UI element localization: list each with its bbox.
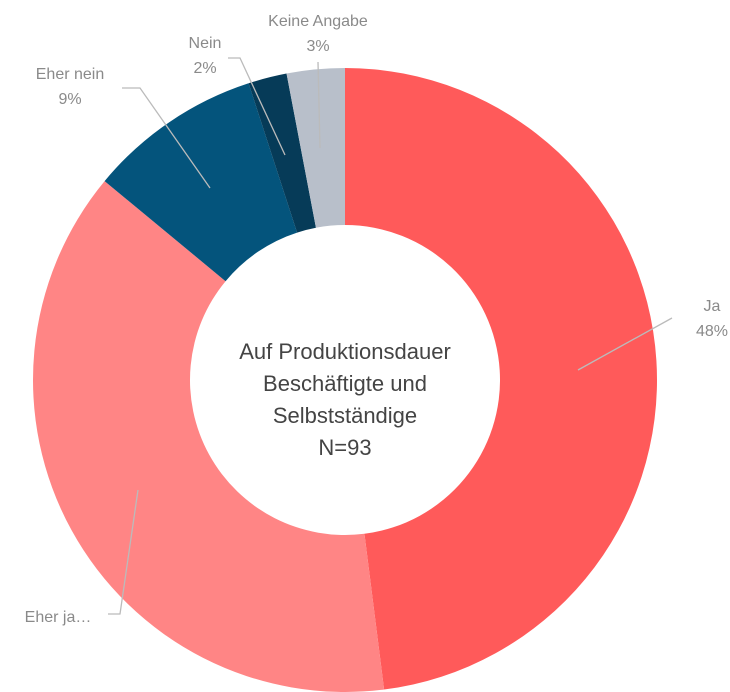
leader-line — [108, 489, 139, 615]
donut-slice — [345, 68, 658, 690]
center-text: Auf Produktionsdauer — [239, 339, 451, 364]
center-text: Beschäftigte und — [263, 371, 427, 396]
center-text: Selbstständige — [273, 403, 417, 428]
center-text: N=93 — [318, 435, 371, 460]
slice-label: Keine Angabe — [268, 13, 368, 30]
leader-line — [122, 87, 211, 189]
value-label: 48% — [696, 323, 728, 340]
value-label: 2% — [193, 60, 216, 77]
leader-line — [317, 61, 321, 149]
donut-slice — [104, 83, 298, 282]
slice-label: Eher nein — [36, 66, 105, 83]
slice-label: Ja — [704, 298, 721, 315]
donut-slice — [286, 68, 345, 228]
value-label: 3% — [306, 38, 329, 55]
donut-slice — [32, 181, 385, 692]
donut — [32, 68, 658, 692]
value-label: 9% — [58, 91, 81, 108]
slice-label: Eher ja… — [25, 609, 92, 626]
leader-line — [577, 317, 673, 371]
slice-label: Nein — [189, 35, 222, 52]
leader-line — [228, 57, 286, 156]
leader-lines — [108, 57, 673, 615]
